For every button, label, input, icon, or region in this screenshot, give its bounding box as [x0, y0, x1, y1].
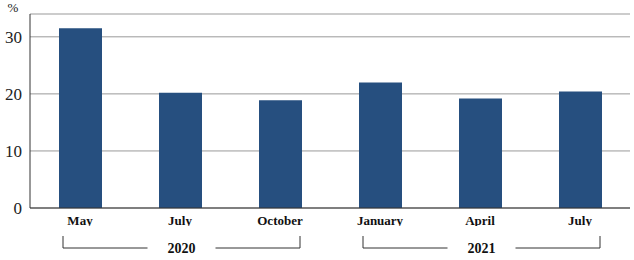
svg-text:April: April [465, 213, 495, 226]
svg-text:January: January [357, 213, 404, 226]
svg-text:May: May [67, 213, 93, 226]
svg-text:2020: 2020 [168, 241, 196, 256]
svg-text:July: July [568, 213, 592, 226]
svg-text:10: 10 [8, 142, 22, 161]
svg-text:20: 20 [8, 85, 22, 104]
svg-text:0: 0 [14, 199, 23, 218]
svg-text:2021: 2021 [468, 241, 496, 256]
svg-text:30: 30 [8, 28, 22, 47]
svg-text:October: October [257, 213, 303, 226]
svg-text:July: July [168, 213, 192, 226]
svg-text:%: % [8, 0, 19, 15]
